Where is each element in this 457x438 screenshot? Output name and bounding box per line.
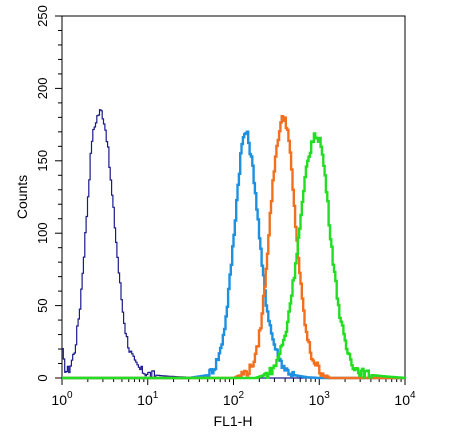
series-layer [62,109,407,380]
x-tick-label: 103 [309,390,331,408]
y-tick-label: 50 [35,298,50,312]
x-axis: 100 101 102 103 104 [51,378,416,408]
x-tick-label: 100 [51,390,73,408]
histogram-series-4 [62,132,407,380]
x-tick-label: 101 [137,390,159,408]
y-axis-title: Counts [14,175,30,219]
y-tick-label: 250 [35,5,50,27]
x-tick-label: 102 [223,390,245,408]
x-axis-title: FL1-H [214,413,253,429]
y-tick-label: 150 [35,150,50,172]
y-tick-label: 100 [35,222,50,244]
y-tick-label: 0 [35,374,50,381]
y-axis: 0 50 100 150 200 250 [35,5,62,382]
histogram-series-2 [62,130,405,380]
x-tick-label: 104 [394,390,416,408]
y-tick-label: 200 [35,78,50,100]
